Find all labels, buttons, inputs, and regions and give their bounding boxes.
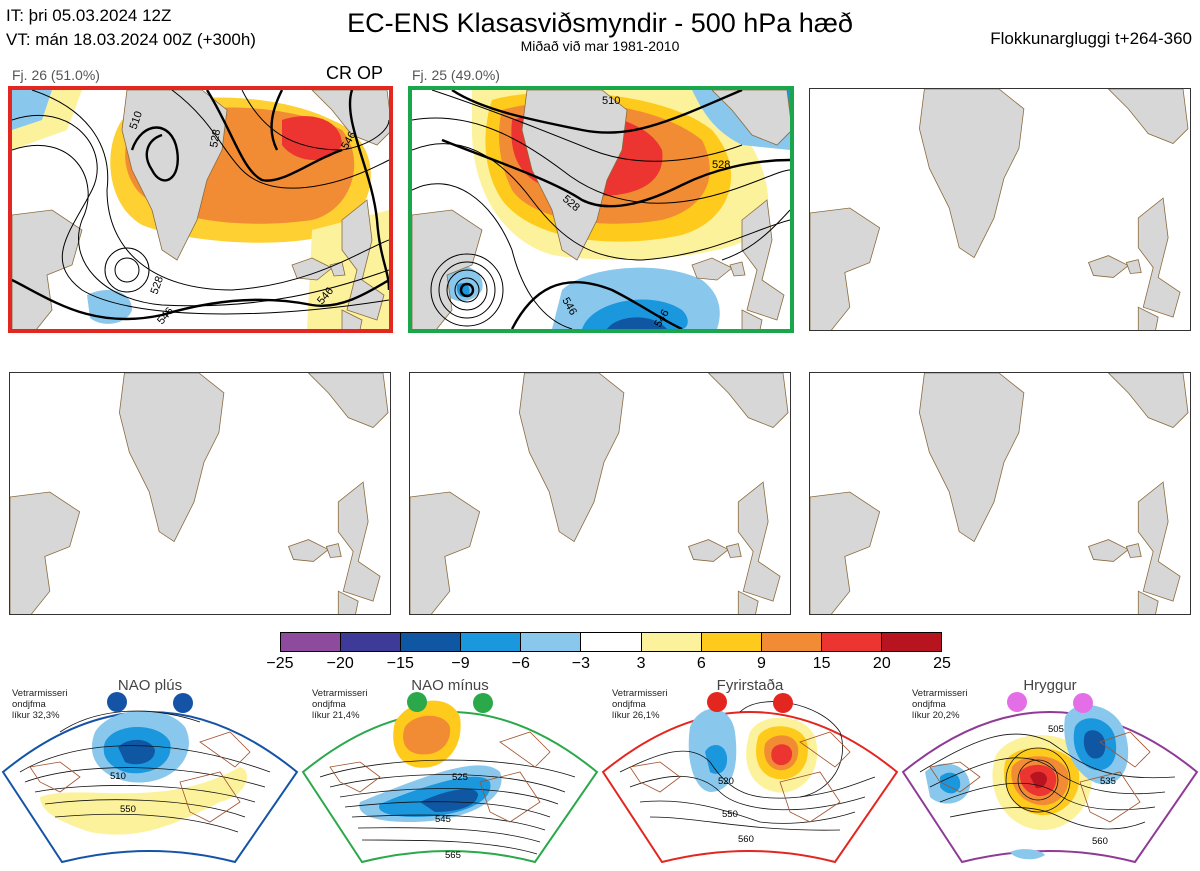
contour-label: 505 — [1048, 724, 1064, 735]
page-subtitle: Miðað við mar 1981-2010 — [520, 38, 680, 54]
colorbar-tick-label: −3 — [571, 655, 591, 672]
regime-nao-minus: 525 545 565 NAO mínus Vetrarmisseri ondj… — [300, 672, 600, 871]
regime-title: NAO mínus — [411, 677, 489, 694]
page-title: EC-ENS Klasasviðsmyndir - 500 hPa hæð — [347, 8, 853, 38]
contour-label: 528 — [712, 159, 730, 171]
note-line: Vetrarmisseri — [312, 688, 368, 699]
header-info: IT: þri 05.03.2024 12Z VT: mán 18.03.202… — [6, 4, 256, 52]
regime-ridge-map: 505 535 560 — [901, 692, 1199, 864]
cluster-map-1-svg: 510 528 546 528 546 546 — [12, 90, 389, 329]
cluster-map-empty-4 — [9, 372, 391, 615]
note-line: Vetrarmisseri — [612, 688, 668, 699]
colorbar-tick-label: −6 — [511, 655, 530, 672]
note-line: ondjfma — [912, 699, 946, 710]
note-line: ondjfma — [12, 699, 46, 710]
cluster-map-2-svg: 510 528 528 546 546 — [412, 90, 790, 329]
contour-label: 550 — [722, 809, 738, 820]
cluster-map-2: 510 528 528 546 546 — [408, 86, 794, 333]
colorbar-swatch — [881, 633, 942, 651]
colorbar-swatch — [401, 633, 462, 651]
colorbar-tick-label: −15 — [386, 655, 414, 672]
contour-label: 565 — [445, 850, 461, 861]
contour-label: 510 — [110, 771, 126, 782]
note-line: Vetrarmisseri — [912, 688, 968, 699]
init-time: IT: þri 05.03.2024 12Z — [6, 6, 172, 25]
colorbar-swatch — [821, 633, 882, 651]
cluster-2-label: Fj. 25 (49.0%) — [412, 67, 500, 83]
regime-note: Vetrarmisseri ondjfma líkur 20,2% — [912, 688, 967, 721]
regime-blocking: 520 550 560 Fyrirstaða Vetrarmisseri ond… — [600, 672, 900, 871]
regime-nao-plus: 510 550 NAO plús Vetrarmisseri ondjfma l… — [0, 672, 300, 871]
cluster-1-label: Fj. 26 (51.0%) — [12, 67, 100, 83]
regime-note: Vetrarmisseri ondjfma líkur 26,1% — [612, 688, 667, 721]
contour-label: 510 — [602, 95, 620, 107]
cluster-map-1: 510 528 546 528 546 546 — [8, 86, 393, 333]
colorbar — [280, 632, 942, 652]
colorbar-tick-label: 15 — [812, 655, 831, 672]
regime-blocking-map: 520 550 560 — [601, 692, 899, 864]
contour-label: 520 — [718, 776, 734, 787]
colorbar-swatch — [461, 633, 522, 651]
classification-window: Flokkunargluggi t+264-360 — [990, 29, 1192, 48]
regime-nao-plus-map: 510 550 — [1, 692, 299, 864]
note-line: ondjfma — [312, 699, 346, 710]
contour-label: 560 — [738, 834, 754, 845]
colorbar-swatch — [761, 633, 822, 651]
colorbar-tick-label: 25 — [933, 655, 951, 672]
cluster-map-empty-5 — [409, 372, 791, 615]
contour-label: 510 — [128, 110, 146, 131]
note-line: líkur 32,3% — [12, 710, 60, 721]
colorbar-tick-label: 6 — [696, 655, 706, 672]
colorbar-tick-label: −20 — [326, 655, 354, 672]
regime-note: Vetrarmisseri ondjfma líkur 32,3% — [12, 688, 67, 721]
regime-ridge: 505 535 560 Hryggur Vetrarmisseri ondjfm… — [900, 672, 1200, 871]
regime-title: Hryggur — [1023, 677, 1077, 694]
contour-label: 545 — [435, 814, 451, 825]
contour-label: 528 — [208, 128, 223, 148]
contour-label: 550 — [120, 804, 136, 815]
note-line: líkur 26,1% — [612, 710, 660, 721]
note-line: ondjfma — [612, 699, 646, 710]
colorbar-tick-label: 20 — [872, 655, 891, 672]
regime-note: Vetrarmisseri ondjfma líkur 21,4% — [312, 688, 367, 721]
colorbar-swatch — [281, 633, 342, 651]
colorbar-tick-label: 3 — [636, 655, 646, 672]
colorbar-tick-label: −25 — [266, 655, 294, 672]
contour-label: 560 — [1092, 836, 1108, 847]
colorbar-swatch — [341, 633, 402, 651]
contour-label: 535 — [1100, 776, 1116, 787]
contour-label: 525 — [452, 772, 468, 783]
colorbar-swatch — [521, 633, 582, 651]
regime-nao-minus-map: 525 545 565 — [301, 692, 599, 864]
colorbar-swatch — [641, 633, 702, 651]
cluster-1-tag: CR OP — [326, 63, 384, 83]
contour-label: 528 — [149, 275, 167, 296]
colorbar-tick-label: −9 — [451, 655, 470, 672]
valid-time: VT: mán 18.03.2024 00Z (+300h) — [6, 30, 256, 49]
note-line: líkur 20,2% — [912, 710, 960, 721]
cluster-map-empty-3 — [809, 88, 1191, 331]
note-line: líkur 21,4% — [312, 710, 360, 721]
note-line: Vetrarmisseri — [12, 688, 68, 699]
regime-title: NAO plús — [117, 677, 183, 694]
contour-label: 546 — [155, 305, 176, 327]
regime-title: Fyrirstaða — [716, 677, 784, 694]
cluster-map-empty-6 — [809, 372, 1191, 615]
colorbar-swatch — [581, 633, 642, 651]
colorbar-tick-label: 9 — [757, 655, 766, 672]
colorbar-swatch — [701, 633, 762, 651]
